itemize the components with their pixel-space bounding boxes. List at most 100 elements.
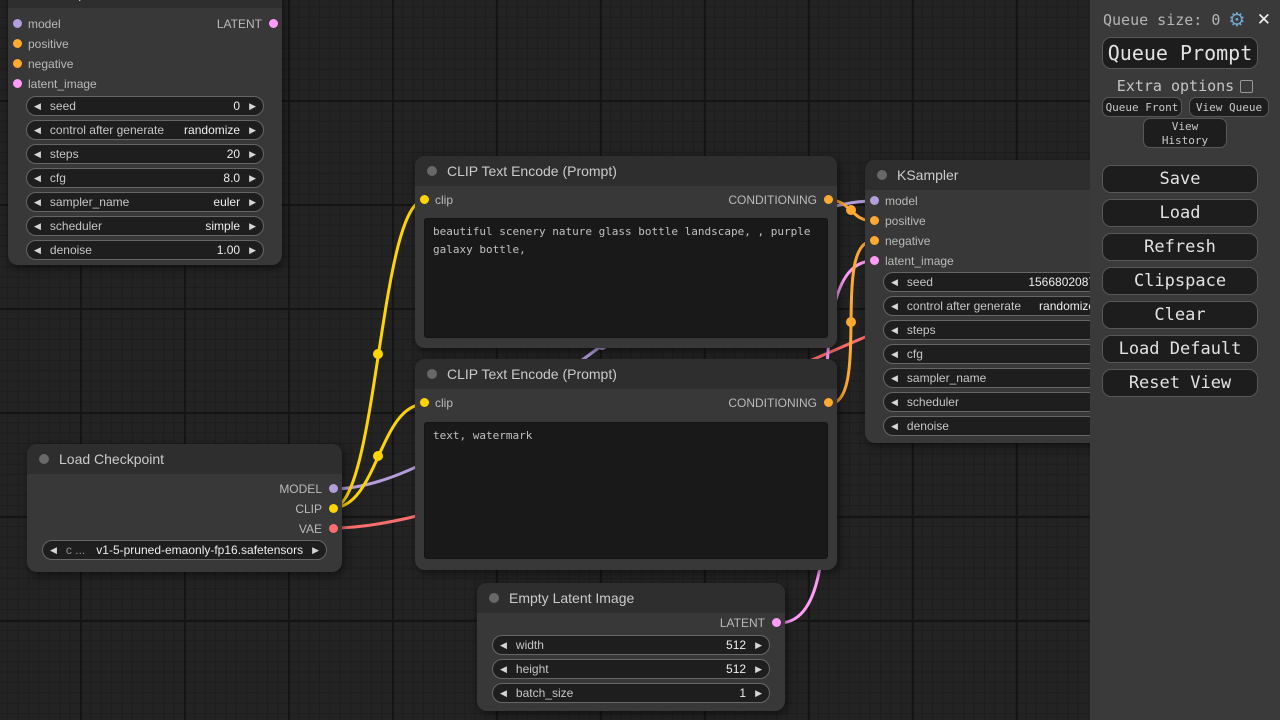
reset-view-button[interactable]: Reset View	[1102, 369, 1258, 397]
clipspace-button[interactable]: Clipspace	[1102, 267, 1258, 295]
decrement-arrow-icon[interactable]: ◀	[891, 396, 898, 407]
link-midpoint-dot	[846, 205, 856, 215]
node-title-bar[interactable]: KSampler	[8, 0, 282, 8]
queue-front-button[interactable]: Queue Front	[1102, 97, 1182, 117]
denoise-widget[interactable]: ◀ denoise 1.00 ▶	[26, 240, 264, 260]
denoise-widget[interactable]: ◀ denoise ▶	[883, 416, 1119, 436]
model-output-port[interactable]	[329, 484, 338, 493]
seed-widget[interactable]: ◀ seed 1566802087 ▶	[883, 272, 1119, 292]
increment-arrow-icon[interactable]: ▶	[755, 639, 762, 650]
decrement-arrow-icon[interactable]: ◀	[34, 244, 41, 255]
node-title-bar[interactable]: Load Checkpoint	[27, 444, 342, 474]
refresh-button[interactable]: Refresh	[1102, 233, 1258, 261]
positive-input-port[interactable]	[13, 39, 22, 48]
steps-widget[interactable]: ◀ steps 20 ▶	[26, 144, 264, 164]
close-icon[interactable]: ✕	[1256, 10, 1271, 30]
increment-arrow-icon[interactable]: ▶	[249, 244, 256, 255]
scheduler-widget[interactable]: ◀ scheduler ▶	[883, 392, 1119, 412]
node-empty-latent-image[interactable]: Empty Latent Image LATENT ◀ width 512 ▶ …	[477, 583, 785, 711]
ckpt-name-widget[interactable]: ◀ c ... v1-5-pruned-emaonly-fp16.safeten…	[42, 540, 327, 560]
decrement-arrow-icon[interactable]: ◀	[34, 124, 41, 135]
clip-input-port[interactable]	[420, 398, 429, 407]
conditioning-output-port[interactable]	[824, 195, 833, 204]
decrement-arrow-icon[interactable]: ◀	[891, 348, 898, 359]
cfg-widget[interactable]: ◀ cfg ▶	[883, 344, 1119, 364]
increment-arrow-icon[interactable]: ▶	[755, 687, 762, 698]
output-slot-label: CONDITIONING	[728, 193, 817, 207]
increment-arrow-icon[interactable]: ▶	[755, 663, 762, 674]
decrement-arrow-icon[interactable]: ◀	[891, 372, 898, 383]
width-widget[interactable]: ◀ width 512 ▶	[492, 635, 770, 655]
increment-arrow-icon[interactable]: ▶	[249, 100, 256, 111]
widget-label: cfg	[906, 347, 923, 361]
increment-arrow-icon[interactable]: ▶	[249, 220, 256, 231]
scheduler-widget[interactable]: ◀ scheduler simple ▶	[26, 216, 264, 236]
node-ksampler-left[interactable]: KSampler model LATENT positive negative …	[8, 0, 282, 265]
queue-prompt-button[interactable]: Queue Prompt	[1102, 37, 1258, 69]
decrement-arrow-icon[interactable]: ◀	[34, 172, 41, 183]
slot-row: positive	[865, 211, 1137, 231]
seed-widget[interactable]: ◀ seed 0 ▶	[26, 96, 264, 116]
node-clip-text-encode-negative[interactable]: CLIP Text Encode (Prompt) clip CONDITION…	[415, 359, 837, 570]
increment-arrow-icon[interactable]: ▶	[249, 148, 256, 159]
cfg-widget[interactable]: ◀ cfg 8.0 ▶	[26, 168, 264, 188]
decrement-arrow-icon[interactable]: ◀	[891, 300, 898, 311]
negative-input-port[interactable]	[870, 236, 879, 245]
decrement-arrow-icon[interactable]: ◀	[891, 276, 898, 287]
decrement-arrow-icon[interactable]: ◀	[34, 220, 41, 231]
clip-output-port[interactable]	[329, 504, 338, 513]
height-widget[interactable]: ◀ height 512 ▶	[492, 659, 770, 679]
view-history-button[interactable]: View History	[1143, 118, 1227, 148]
widget-value: randomize	[1039, 299, 1096, 313]
node-clip-text-encode-positive[interactable]: CLIP Text Encode (Prompt) clip CONDITION…	[415, 156, 837, 348]
decrement-arrow-icon[interactable]: ◀	[34, 196, 41, 207]
load-default-button[interactable]: Load Default	[1102, 335, 1258, 363]
control-after-generate-widget[interactable]: ◀ control after generate randomize ▶	[883, 296, 1119, 316]
load-button[interactable]: Load	[1102, 199, 1258, 227]
view-queue-button[interactable]: View Queue	[1189, 97, 1269, 117]
sampler-name-widget[interactable]: ◀ sampler_name euler ▶	[26, 192, 264, 212]
prompt-textarea[interactable]: text, watermark	[424, 422, 828, 559]
extra-options-checkbox[interactable]	[1240, 79, 1254, 93]
increment-arrow-icon[interactable]: ▶	[249, 172, 256, 183]
vae-output-port[interactable]	[329, 524, 338, 533]
link-midpoint-dot	[373, 349, 383, 359]
widget-label: height	[515, 662, 549, 676]
node-title-bar[interactable]: Empty Latent Image	[477, 583, 785, 613]
increment-arrow-icon[interactable]: ▶	[249, 124, 256, 135]
batch-size-widget[interactable]: ◀ batch_size 1 ▶	[492, 683, 770, 703]
decrement-arrow-icon[interactable]: ◀	[500, 663, 507, 674]
model-input-port[interactable]	[870, 196, 879, 205]
settings-gear-icon[interactable]: ⚙	[1228, 9, 1246, 31]
node-title-bar[interactable]: CLIP Text Encode (Prompt)	[415, 359, 837, 389]
latent-output-port[interactable]	[772, 618, 781, 627]
decrement-arrow-icon[interactable]: ◀	[500, 639, 507, 650]
next-arrow-icon[interactable]: ▶	[312, 544, 319, 555]
widget-label: c ...	[65, 543, 86, 557]
node-title-bar[interactable]: CLIP Text Encode (Prompt)	[415, 156, 837, 186]
decrement-arrow-icon[interactable]: ◀	[891, 420, 898, 431]
latent-image-input-port[interactable]	[870, 256, 879, 265]
save-button[interactable]: Save	[1102, 165, 1258, 193]
model-input-port[interactable]	[13, 19, 22, 28]
increment-arrow-icon[interactable]: ▶	[249, 196, 256, 207]
latent-image-input-port[interactable]	[13, 79, 22, 88]
steps-widget[interactable]: ◀ steps ▶	[883, 320, 1119, 340]
prompt-textarea[interactable]: beautiful scenery nature glass bottle la…	[424, 218, 828, 338]
extra-options-label: Extra options	[1116, 77, 1235, 95]
queue-size-label: Queue size: 0	[1103, 11, 1221, 29]
decrement-arrow-icon[interactable]: ◀	[34, 100, 41, 111]
decrement-arrow-icon[interactable]: ◀	[34, 148, 41, 159]
previous-arrow-icon[interactable]: ◀	[50, 544, 57, 555]
decrement-arrow-icon[interactable]: ◀	[500, 687, 507, 698]
control-after-generate-widget[interactable]: ◀ control after generate randomize ▶	[26, 120, 264, 140]
positive-input-port[interactable]	[870, 216, 879, 225]
latent-output-port[interactable]	[269, 19, 278, 28]
sampler-name-widget[interactable]: ◀ sampler_name ▶	[883, 368, 1119, 388]
clip-input-port[interactable]	[420, 195, 429, 204]
decrement-arrow-icon[interactable]: ◀	[891, 324, 898, 335]
node-load-checkpoint[interactable]: Load Checkpoint MODEL CLIP VAE ◀ c ... v…	[27, 444, 342, 572]
negative-input-port[interactable]	[13, 59, 22, 68]
conditioning-output-port[interactable]	[824, 398, 833, 407]
clear-button[interactable]: Clear	[1102, 301, 1258, 329]
